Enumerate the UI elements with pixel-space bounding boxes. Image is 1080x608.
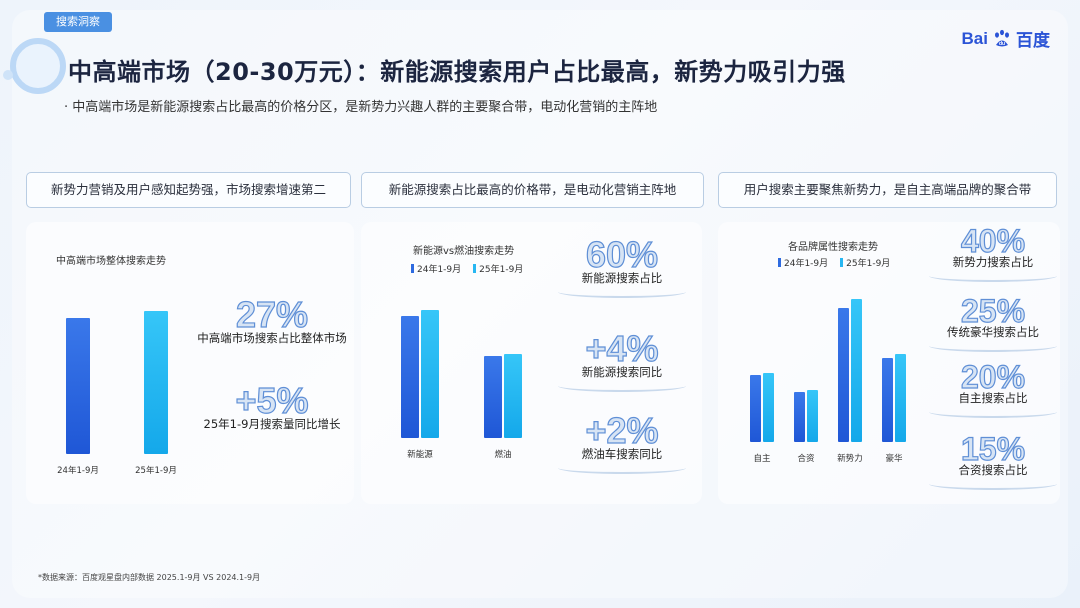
stat-nev-share-value: 60% bbox=[585, 234, 659, 275]
stat-share: 27% 中高端市场搜索占比整体市场 bbox=[197, 294, 347, 346]
stat-nev-yoy-value: +4% bbox=[585, 328, 659, 369]
stat-growth: +5% 25年1-9月搜索量同比增长 bbox=[203, 380, 341, 432]
tick-label: 新势力 bbox=[837, 454, 863, 464]
pill-panel1: 新势力营销及用户感知起势强，市场搜索增速第二 bbox=[26, 172, 351, 208]
bar-新势力-24年1-9月 bbox=[838, 307, 849, 442]
stat-new-force-label: 新势力搜索占比 bbox=[952, 255, 1034, 269]
stat-jv: 15% 合资搜索占比 bbox=[929, 431, 1057, 490]
decorative-ring bbox=[10, 38, 66, 94]
chart1-title: 中高端市场整体搜索走势 bbox=[56, 256, 166, 267]
stat-ice-yoy-label: 燃油车搜索同比 bbox=[581, 447, 663, 461]
logo-text-left: Bai bbox=[961, 28, 988, 48]
stat-growth-label: 25年1-9月搜索量同比增长 bbox=[203, 417, 341, 431]
chart2-title: 新能源vs燃油搜索走势 bbox=[413, 246, 515, 257]
panel-nev-vs-ice: 新能源vs燃油搜索走势 24年1-9月 25年1-9月 60% 新能源搜索占比 … bbox=[361, 222, 702, 504]
bar-合资-25年1-9月 bbox=[807, 389, 818, 442]
stat-domestic: 20% 自主搜索占比 bbox=[929, 359, 1057, 418]
chart3-legend: 24年1-9月 25年1-9月 bbox=[778, 256, 890, 269]
tick-label: 新能源 bbox=[407, 450, 433, 460]
stat-nev-share-label: 新能源搜索占比 bbox=[581, 271, 663, 285]
panel-overall: 中高端市场整体搜索走势 27% 中高端市场搜索占比整体市场 +5% 25年1-9… bbox=[26, 222, 354, 504]
chart2-legend: 24年1-9月 25年1-9月 bbox=[411, 262, 523, 275]
page-title: 中高端市场（20-30万元）：新能源搜索用户占比最高，新势力吸引力强 bbox=[68, 58, 846, 86]
stat-nev-share: 60% 新能源搜索占比 bbox=[558, 234, 686, 298]
stat-luxury-value: 25% bbox=[960, 293, 1026, 329]
baidu-logo: Bai du 百度 bbox=[962, 26, 1050, 51]
bar-燃油-24年1-9月 bbox=[484, 356, 502, 438]
tick-label: 合资 bbox=[797, 454, 815, 464]
legend-2024: 24年1-9月 bbox=[778, 256, 828, 269]
stat-luxury-label: 传统豪华搜索占比 bbox=[947, 325, 1039, 339]
pill-panel3: 用户搜索主要聚焦新势力，是自主高端品牌的聚合带 bbox=[718, 172, 1057, 208]
bar-新势力-25年1-9月 bbox=[851, 299, 862, 442]
stat-share-label: 中高端市场搜索占比整体市场 bbox=[197, 331, 347, 345]
pill-panel2: 新能源搜索占比最高的价格带，是电动化营销主阵地 bbox=[361, 172, 704, 208]
tick-label: 自主 bbox=[753, 454, 771, 464]
stat-new-force: 40% 新势力搜索占比 bbox=[929, 223, 1057, 282]
svg-text:du: du bbox=[999, 41, 1005, 47]
stat-domestic-label: 自主搜索占比 bbox=[958, 391, 1028, 405]
stat-jv-label: 合资搜索占比 bbox=[958, 463, 1028, 477]
bar-合资-24年1-9月 bbox=[794, 391, 805, 442]
stat-growth-value: +5% bbox=[235, 380, 309, 421]
page-subtitle: · 中高端市场是新能源搜索占比最高的价格分区，是新势力兴趣人群的主要聚合带，电动… bbox=[64, 100, 658, 115]
legend-2024: 24年1-9月 bbox=[411, 262, 461, 275]
tick-label: 24年1-9月 bbox=[57, 466, 99, 476]
footnote: *数据来源：百度观星盘内部数据 2025.1-9月 VS 2024.1-9月 bbox=[38, 573, 261, 582]
bar-新能源-24年1-9月 bbox=[401, 316, 419, 438]
tick-label: 25年1-9月 bbox=[135, 466, 177, 476]
paw-icon: du bbox=[995, 29, 1009, 47]
bar-25年1-9月 bbox=[144, 310, 168, 454]
bar-燃油-25年1-9月 bbox=[504, 354, 522, 438]
stat-share-value: 27% bbox=[235, 294, 309, 335]
stat-nev-yoy: +4% 新能源搜索同比 bbox=[558, 328, 686, 392]
stat-domestic-value: 20% bbox=[960, 359, 1026, 395]
bar-豪华-24年1-9月 bbox=[882, 358, 893, 442]
stat-luxury: 25% 传统豪华搜索占比 bbox=[929, 293, 1057, 352]
tick-label: 燃油 bbox=[494, 450, 512, 460]
logo-text-right: 百度 bbox=[1016, 31, 1050, 50]
stat-nev-yoy-label: 新能源搜索同比 bbox=[581, 365, 663, 379]
chart3-title: 各品牌属性搜索走势 bbox=[788, 242, 878, 253]
section-tag: 搜索洞察 bbox=[44, 12, 112, 32]
panel-brand-type: 各品牌属性搜索走势 24年1-9月 25年1-9月 40% 新势力搜索占比 25… bbox=[718, 222, 1060, 504]
stat-jv-value: 15% bbox=[960, 431, 1026, 467]
legend-2025: 25年1-9月 bbox=[840, 256, 890, 269]
legend-2025: 25年1-9月 bbox=[473, 262, 523, 275]
bar-豪华-25年1-9月 bbox=[895, 353, 906, 442]
bar-24年1-9月 bbox=[66, 317, 90, 454]
decorative-dot bbox=[3, 70, 13, 80]
bar-自主-24年1-9月 bbox=[750, 374, 761, 442]
bar-自主-25年1-9月 bbox=[763, 372, 774, 442]
stat-ice-yoy: +2% 燃油车搜索同比 bbox=[558, 410, 686, 474]
stat-ice-yoy-value: +2% bbox=[585, 410, 659, 451]
stat-new-force-value: 40% bbox=[960, 223, 1026, 259]
tick-label: 豪华 bbox=[885, 454, 903, 464]
bar-新能源-25年1-9月 bbox=[421, 309, 439, 438]
